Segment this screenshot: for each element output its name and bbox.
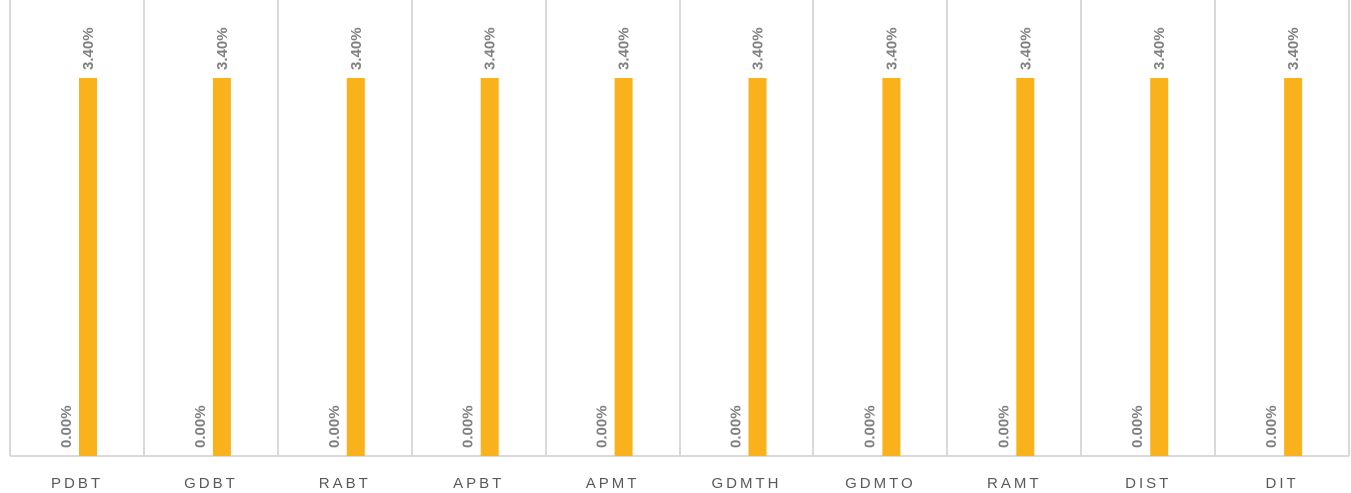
data-label-gdmth-series-2: 3.40% [750,27,767,70]
data-label-apbt-series-2: 3.40% [482,27,499,70]
x-tick-label-gdmth: GDMTH [712,475,782,492]
data-label-dit-series-1: 0.00% [1263,405,1280,448]
data-label-rabt-series-2: 3.40% [348,27,365,70]
bar-rabt-series-2 [346,78,365,456]
bar-dist-series-2 [1150,78,1169,456]
data-label-gdmto-series-1: 0.00% [861,405,878,448]
bar-apbt-series-2 [480,78,499,456]
tick-label-layer: PDBT GDBT RABT APBT APMT GDMTH GDMTO RAMT DIST DI… [51,475,1299,492]
data-label-gdmth-series-1: 0.00% [728,405,745,448]
x-tick-label-ramt: RAMT [987,475,1042,492]
data-label-pdbt-series-1: 0.00% [58,405,75,448]
bar-ramt-series-2 [1016,78,1035,456]
bar-gdmth-series-2 [748,78,767,456]
bar-gdbt-series-2 [212,78,231,456]
x-tick-label-apbt: APBT [453,475,504,492]
data-label-ramt-series-2: 3.40% [1017,27,1034,70]
data-label-ramt-series-1: 0.00% [995,405,1012,448]
x-tick-label-rabt: RABT [319,475,371,492]
data-label-dit-series-2: 3.40% [1285,27,1302,70]
x-tick-label-dit: DIT [1266,475,1299,492]
x-tick-label-dist: DIST [1125,475,1171,492]
x-tick-label-apmt: APMT [586,475,640,492]
bar-gdmto-series-2 [882,78,901,456]
data-label-gdbt-series-2: 3.40% [214,27,231,70]
data-label-pdbt-series-2: 3.40% [80,27,97,70]
bar-apmt-series-2 [614,78,633,456]
data-label-rabt-series-1: 0.00% [326,405,343,448]
x-tick-label-gdbt: GDBT [184,475,238,492]
data-label-layer: 0.00% 3.40% 0.00% 3.40% 0.00% 3.40% 0.00% 3.40%… [58,27,1302,448]
data-label-gdmto-series-2: 3.40% [883,27,900,70]
bar-layer [79,78,1303,456]
data-label-dist-series-1: 0.00% [1129,405,1146,448]
data-label-gdbt-series-1: 0.00% [192,405,209,448]
grid-layer [9,0,1350,457]
data-label-dist-series-2: 3.40% [1151,27,1168,70]
x-tick-label-pdbt: PDBT [51,475,103,492]
x-tick-label-gdmto: GDMTO [845,475,916,492]
data-label-apmt-series-2: 3.40% [616,27,633,70]
bar-dit-series-2 [1284,78,1303,456]
bar-pdbt-series-2 [79,78,97,456]
data-label-apmt-series-1: 0.00% [594,405,611,448]
data-label-apbt-series-1: 0.00% [460,405,477,448]
